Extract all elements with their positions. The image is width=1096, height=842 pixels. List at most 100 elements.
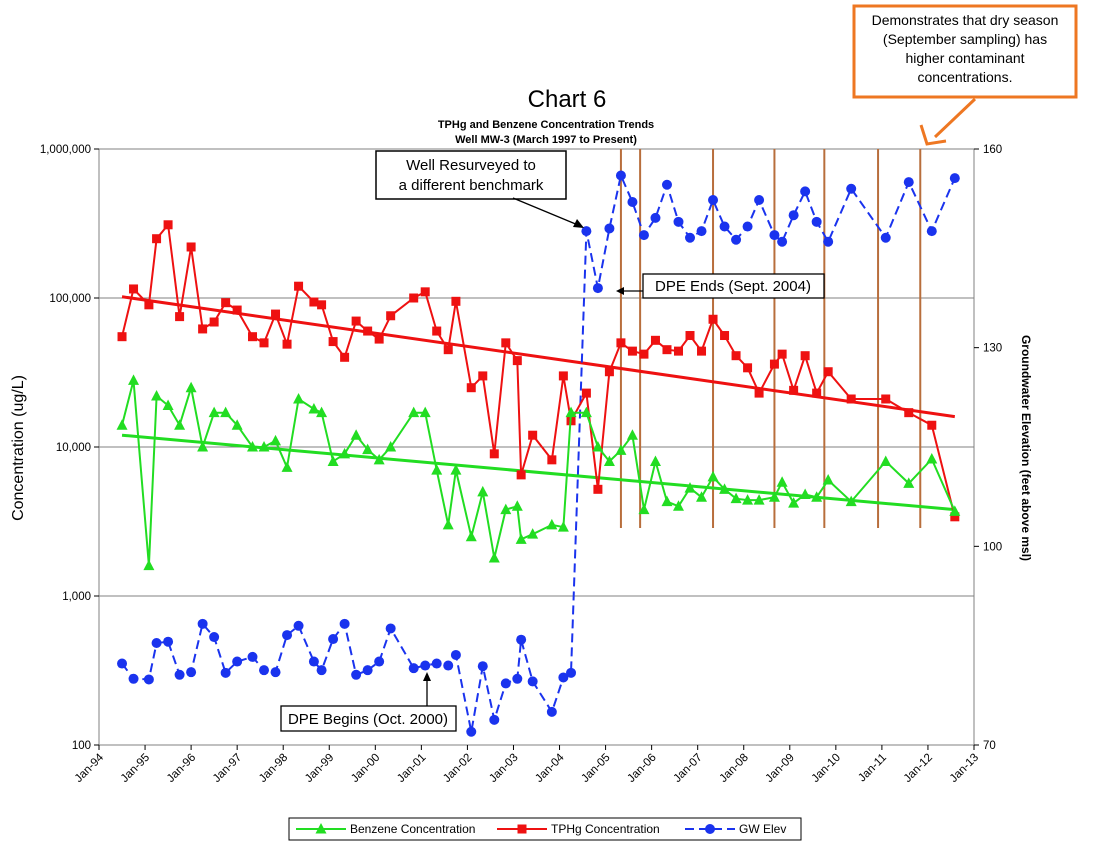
legend-swatch-marker (705, 824, 715, 834)
data-point (293, 620, 304, 631)
data-point (197, 441, 209, 452)
right-axis-title: Groundwater Elevation (feet above msl) (1019, 335, 1033, 561)
data-point (615, 170, 626, 181)
data-point (661, 179, 672, 190)
data-point (163, 220, 173, 230)
data-point (186, 667, 197, 678)
data-point (419, 406, 431, 418)
data-point (638, 230, 649, 241)
data-point (581, 388, 591, 398)
data-point (128, 374, 140, 385)
data-point (528, 430, 538, 440)
data-point (489, 449, 499, 459)
data-point (880, 232, 891, 243)
data-point (546, 518, 558, 530)
data-point (615, 444, 627, 455)
annotation-dpe-ends-arrowhead (616, 287, 624, 295)
annotation-resurvey-line1: Well Resurveyed to (406, 157, 536, 174)
data-point (903, 177, 914, 188)
data-point (488, 551, 500, 563)
data-point (500, 503, 512, 515)
data-point (198, 324, 208, 334)
data-point (374, 656, 385, 667)
data-point (592, 283, 603, 294)
right-tick-label: 160 (983, 144, 1002, 156)
data-point (258, 441, 270, 452)
data-point (221, 298, 231, 308)
data-point (408, 406, 420, 418)
legend-items: Benzene Concentration TPHg Concentration G… (296, 822, 786, 836)
data-point (477, 485, 489, 497)
data-point (443, 345, 453, 355)
data-point (684, 482, 696, 493)
data-point (152, 234, 162, 244)
data-point (673, 216, 684, 227)
data-point (580, 406, 592, 418)
data-point (408, 663, 419, 674)
data-point (247, 651, 258, 662)
annotation-resurvey-box (375, 150, 567, 200)
data-point (328, 337, 338, 347)
data-point (566, 667, 577, 678)
data-point (881, 394, 891, 404)
data-point (949, 173, 960, 184)
data-point (116, 419, 128, 430)
chart-title: Chart 6 (528, 86, 607, 113)
data-point (742, 221, 753, 232)
annotation-dry-season-line3: higher contaminant (905, 50, 1024, 66)
data-point (220, 406, 232, 418)
data-point (271, 309, 281, 319)
data-point (708, 194, 719, 205)
data-point (731, 234, 742, 245)
data-point (489, 714, 500, 725)
data-point (753, 494, 765, 505)
annotation-dry-season-line2: (September sampling) has (883, 31, 1047, 47)
data-point (466, 383, 476, 393)
data-point (208, 406, 220, 418)
data-point (673, 346, 683, 356)
data-point (466, 726, 477, 737)
data-point (362, 665, 373, 676)
right-tick-label: 70 (983, 740, 996, 752)
data-point (432, 326, 442, 336)
data-point (232, 305, 242, 315)
data-point (593, 484, 603, 494)
data-point (592, 441, 604, 452)
data-point (385, 623, 396, 634)
data-point (811, 216, 822, 227)
data-point (707, 470, 719, 482)
data-point (769, 359, 779, 369)
data-point (800, 351, 810, 361)
annotation-resurvey-arrowhead (573, 219, 584, 228)
annotation-resurvey-line2: a different benchmark (399, 177, 544, 194)
data-point (143, 559, 155, 571)
data-point (638, 503, 650, 515)
data-point (465, 530, 477, 542)
data-point (903, 477, 915, 488)
data-point (328, 634, 339, 645)
data-point (811, 491, 823, 502)
data-point (316, 406, 328, 418)
data-point (719, 483, 731, 494)
data-point (163, 636, 174, 647)
left-axis-title: Concentration (ug/L) (10, 375, 27, 521)
data-point (822, 474, 834, 485)
data-point (293, 392, 305, 404)
data-point (500, 678, 511, 689)
left-tick-label: 100 (72, 740, 91, 752)
data-point (282, 630, 293, 641)
data-point (927, 420, 937, 430)
annotation-dry-season-line4: concentrations. (918, 69, 1013, 85)
data-point (431, 658, 442, 669)
data-point (309, 297, 319, 307)
legend-item: Benzene Concentration (296, 822, 475, 836)
left-tick-label: 1,000 (62, 591, 91, 603)
data-point (812, 388, 822, 398)
data-point (743, 363, 753, 373)
data-point (776, 476, 788, 487)
data-point (581, 226, 592, 237)
data-point (174, 669, 185, 680)
data-point (270, 667, 281, 678)
data-point (308, 402, 320, 414)
